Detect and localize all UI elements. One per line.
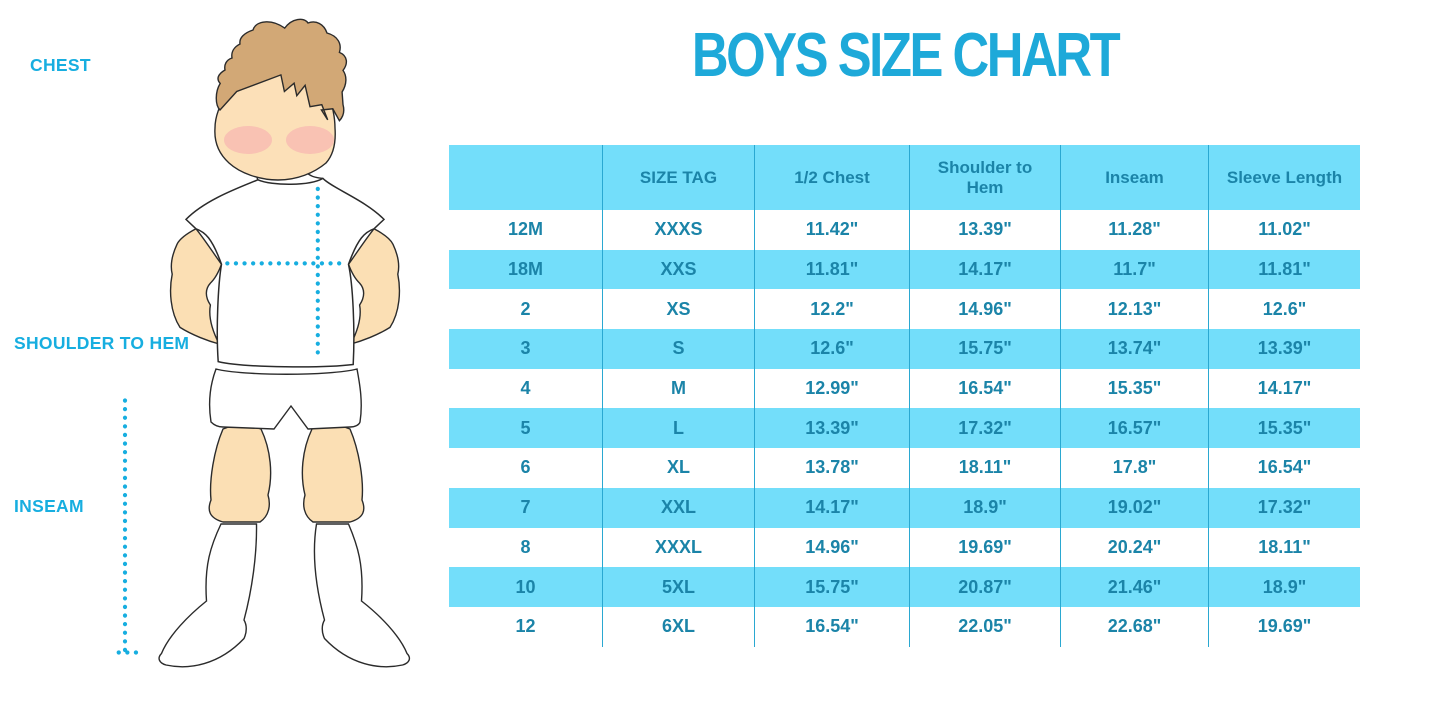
svg-text:SHOULDER TO HEM: SHOULDER TO HEM	[14, 333, 189, 353]
svg-text:CHEST: CHEST	[30, 55, 91, 75]
svg-text:INSEAM: INSEAM	[14, 496, 84, 516]
